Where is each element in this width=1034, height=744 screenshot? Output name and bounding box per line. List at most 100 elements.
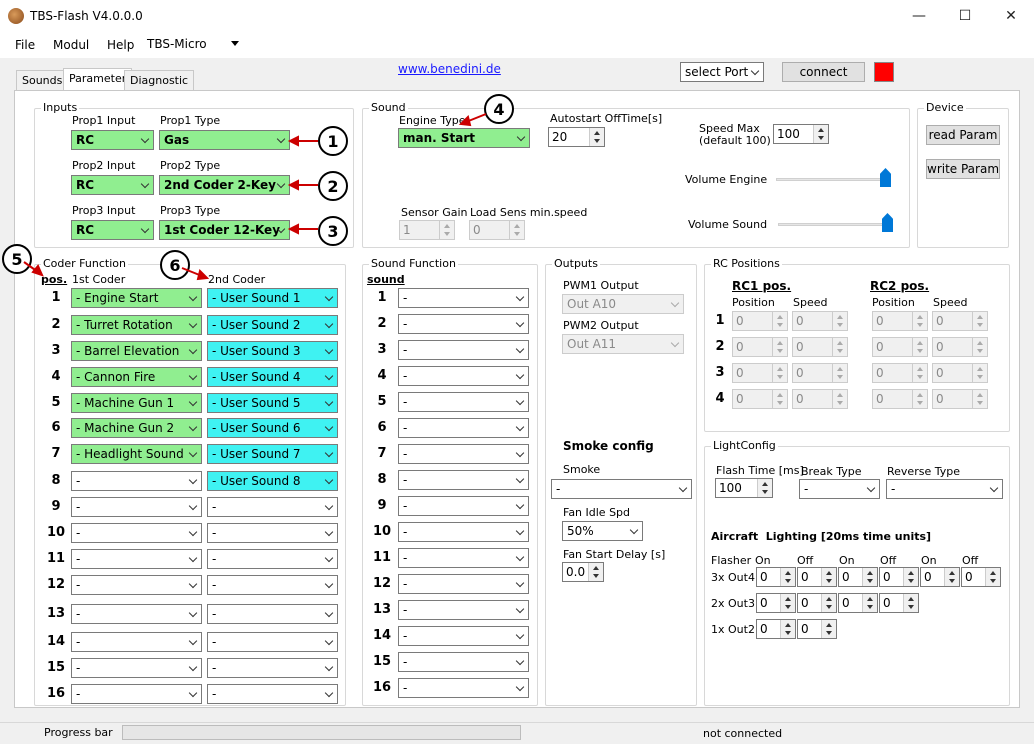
- first-coder-select-13[interactable]: -: [71, 604, 202, 624]
- second-coder-select-13[interactable]: -: [207, 604, 338, 624]
- second-coder-select-12[interactable]: -: [207, 575, 338, 595]
- rc-spinner-3-3[interactable]: 0: [872, 363, 928, 383]
- fan-start-spinner[interactable]: 0.0: [562, 562, 604, 582]
- first-coder-select-3[interactable]: - Barrel Elevation: [71, 341, 202, 361]
- port-select[interactable]: select Port: [680, 62, 764, 82]
- second-coder-select-16[interactable]: -: [207, 684, 338, 704]
- sound-function-select-3[interactable]: -: [398, 340, 529, 360]
- maximize-button[interactable]: ☐: [958, 8, 972, 24]
- close-button[interactable]: ✕: [1005, 8, 1017, 24]
- sound-function-select-2[interactable]: -: [398, 314, 529, 334]
- prop1-type-select[interactable]: Gas: [159, 130, 290, 150]
- rc-spinner-3-2[interactable]: 0: [792, 363, 848, 383]
- sound-function-select-5[interactable]: -: [398, 392, 529, 412]
- load-sens-spinner[interactable]: 0: [469, 220, 525, 240]
- rc-spinner-3-1[interactable]: 0: [732, 363, 788, 383]
- second-coder-select-6[interactable]: - User Sound 6: [207, 418, 338, 438]
- sound-function-select-15[interactable]: -: [398, 652, 529, 672]
- rc-spinner-2-3[interactable]: 0: [872, 337, 928, 357]
- break-type-select[interactable]: -: [799, 479, 880, 499]
- second-coder-select-14[interactable]: -: [207, 632, 338, 652]
- flasher-spinner-1-6[interactable]: 0: [961, 567, 1001, 587]
- device-select[interactable]: TBS-Micro: [143, 34, 244, 55]
- first-coder-select-14[interactable]: -: [71, 632, 202, 652]
- sound-function-select-11[interactable]: -: [398, 548, 529, 568]
- second-coder-select-5[interactable]: - User Sound 5: [207, 393, 338, 413]
- sound-function-select-8[interactable]: -: [398, 470, 529, 490]
- first-coder-select-12[interactable]: -: [71, 575, 202, 595]
- flasher-spinner-1-2[interactable]: 0: [797, 567, 837, 587]
- slider-thumb-icon[interactable]: [882, 213, 893, 232]
- second-coder-select-11[interactable]: -: [207, 549, 338, 569]
- second-coder-select-10[interactable]: -: [207, 523, 338, 543]
- pwm1-select[interactable]: Out A10: [562, 294, 684, 314]
- second-coder-select-2[interactable]: - User Sound 2: [207, 315, 338, 335]
- flasher-spinner-3-2[interactable]: 0: [797, 619, 837, 639]
- rc-spinner-2-2[interactable]: 0: [792, 337, 848, 357]
- menu-modul[interactable]: Modul: [53, 38, 90, 52]
- prop2-input-select[interactable]: RC: [71, 175, 154, 195]
- flasher-spinner-1-4[interactable]: 0: [879, 567, 919, 587]
- sound-function-select-12[interactable]: -: [398, 574, 529, 594]
- first-coder-select-2[interactable]: - Turret Rotation: [71, 315, 202, 335]
- write-param-button[interactable]: write Param: [926, 159, 1000, 179]
- rc-spinner-1-1[interactable]: 0: [732, 311, 788, 331]
- sound-function-select-1[interactable]: -: [398, 288, 529, 308]
- sound-function-select-7[interactable]: -: [398, 444, 529, 464]
- first-coder-select-6[interactable]: - Machine Gun 2: [71, 418, 202, 438]
- second-coder-select-9[interactable]: -: [207, 497, 338, 517]
- tab-sounds[interactable]: Sounds: [16, 70, 69, 90]
- menu-file[interactable]: File: [15, 38, 36, 52]
- second-coder-select-7[interactable]: - User Sound 7: [207, 444, 338, 464]
- flasher-spinner-2-2[interactable]: 0: [797, 593, 837, 613]
- first-coder-select-8[interactable]: -: [71, 471, 202, 491]
- slider-thumb-icon[interactable]: [880, 168, 891, 187]
- second-coder-select-15[interactable]: -: [207, 658, 338, 678]
- flash-time-spinner[interactable]: 100: [715, 478, 773, 498]
- rc-spinner-2-1[interactable]: 0: [732, 337, 788, 357]
- flasher-spinner-2-1[interactable]: 0: [756, 593, 796, 613]
- engine-type-select[interactable]: man. Start: [398, 128, 530, 148]
- sound-function-select-16[interactable]: -: [398, 678, 529, 698]
- first-coder-select-11[interactable]: -: [71, 549, 202, 569]
- prop3-input-select[interactable]: RC: [71, 220, 154, 240]
- rc-spinner-1-2[interactable]: 0: [792, 311, 848, 331]
- read-param-button[interactable]: read Param: [926, 125, 1000, 145]
- prop1-input-select[interactable]: RC: [71, 130, 154, 150]
- rc-spinner-4-2[interactable]: 0: [792, 389, 848, 409]
- first-coder-select-1[interactable]: - Engine Start: [71, 288, 202, 308]
- tab-parameter[interactable]: Parameter: [63, 68, 133, 91]
- volume-sound-slider[interactable]: [778, 205, 894, 233]
- connect-button[interactable]: connect: [782, 62, 865, 82]
- flasher-spinner-1-3[interactable]: 0: [838, 567, 878, 587]
- second-coder-select-4[interactable]: - User Sound 4: [207, 367, 338, 387]
- minimize-button[interactable]: —: [912, 8, 926, 24]
- first-coder-select-5[interactable]: - Machine Gun 1: [71, 393, 202, 413]
- sound-function-select-10[interactable]: -: [398, 522, 529, 542]
- sound-function-select-14[interactable]: -: [398, 626, 529, 646]
- first-coder-select-4[interactable]: - Cannon Fire: [71, 367, 202, 387]
- pwm2-select[interactable]: Out A11: [562, 334, 684, 354]
- sound-function-select-13[interactable]: -: [398, 600, 529, 620]
- first-coder-select-15[interactable]: -: [71, 658, 202, 678]
- flasher-spinner-2-3[interactable]: 0: [838, 593, 878, 613]
- rc-spinner-4-1[interactable]: 0: [732, 389, 788, 409]
- speed-max-spinner[interactable]: 100: [773, 124, 829, 144]
- first-coder-select-9[interactable]: -: [71, 497, 202, 517]
- prop2-type-select[interactable]: 2nd Coder 2-Key: [159, 175, 290, 195]
- sound-function-select-9[interactable]: -: [398, 496, 529, 516]
- second-coder-select-8[interactable]: - User Sound 8: [207, 471, 338, 491]
- fan-idle-select[interactable]: 50%: [562, 521, 643, 541]
- first-coder-select-10[interactable]: -: [71, 523, 202, 543]
- second-coder-select-1[interactable]: - User Sound 1: [207, 288, 338, 308]
- sensor-gain-spinner[interactable]: 1: [399, 220, 455, 240]
- volume-engine-slider[interactable]: [776, 160, 892, 188]
- flasher-spinner-3-1[interactable]: 0: [756, 619, 796, 639]
- first-coder-select-16[interactable]: -: [71, 684, 202, 704]
- first-coder-select-7[interactable]: - Headlight Sound: [71, 444, 202, 464]
- rc-spinner-4-4[interactable]: 0: [932, 389, 988, 409]
- rc-spinner-3-4[interactable]: 0: [932, 363, 988, 383]
- smoke-select[interactable]: -: [551, 479, 692, 499]
- rc-spinner-1-4[interactable]: 0: [932, 311, 988, 331]
- website-link[interactable]: www.benedini.de: [398, 62, 501, 76]
